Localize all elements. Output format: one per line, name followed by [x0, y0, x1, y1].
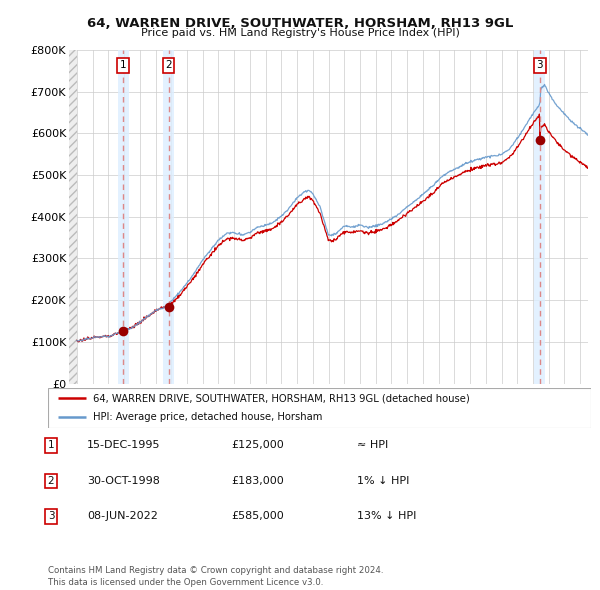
Text: £125,000: £125,000: [231, 441, 284, 450]
Text: £585,000: £585,000: [231, 512, 284, 521]
Text: 2: 2: [47, 476, 55, 486]
Text: 64, WARREN DRIVE, SOUTHWATER, HORSHAM, RH13 9GL (detached house): 64, WARREN DRIVE, SOUTHWATER, HORSHAM, R…: [92, 394, 469, 404]
Text: 13% ↓ HPI: 13% ↓ HPI: [357, 512, 416, 521]
Bar: [69, 50, 77, 384]
FancyBboxPatch shape: [48, 388, 591, 428]
Bar: [535, 50, 545, 384]
Text: 64, WARREN DRIVE, SOUTHWATER, HORSHAM, RH13 9GL: 64, WARREN DRIVE, SOUTHWATER, HORSHAM, R…: [87, 17, 513, 30]
Text: Contains HM Land Registry data © Crown copyright and database right 2024.
This d: Contains HM Land Registry data © Crown c…: [48, 566, 383, 587]
Text: £183,000: £183,000: [231, 476, 284, 486]
Text: 2: 2: [165, 60, 172, 70]
Bar: [118, 50, 129, 384]
Text: 15-DEC-1995: 15-DEC-1995: [87, 441, 161, 450]
Text: 3: 3: [536, 60, 543, 70]
Text: Price paid vs. HM Land Registry's House Price Index (HPI): Price paid vs. HM Land Registry's House …: [140, 28, 460, 38]
Text: 1% ↓ HPI: 1% ↓ HPI: [357, 476, 409, 486]
Text: 30-OCT-1998: 30-OCT-1998: [87, 476, 160, 486]
Text: HPI: Average price, detached house, Horsham: HPI: Average price, detached house, Hors…: [92, 412, 322, 422]
Text: 3: 3: [47, 512, 55, 521]
Text: 08-JUN-2022: 08-JUN-2022: [87, 512, 158, 521]
Text: 1: 1: [47, 441, 55, 450]
Text: 1: 1: [120, 60, 127, 70]
Bar: [163, 50, 174, 384]
Text: ≈ HPI: ≈ HPI: [357, 441, 388, 450]
